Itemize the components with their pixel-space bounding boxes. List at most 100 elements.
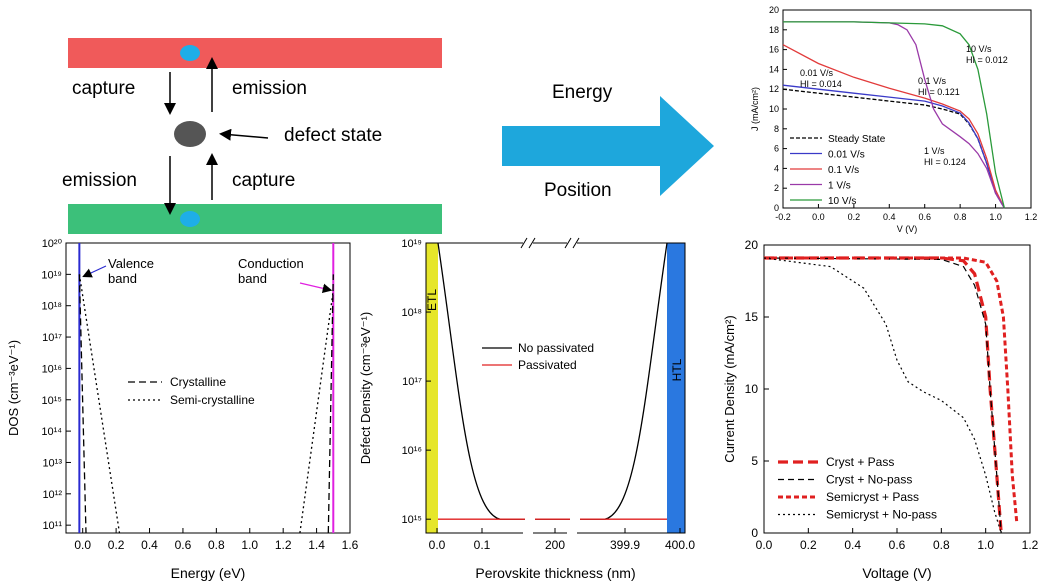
defect-pointer-arrow <box>219 128 269 141</box>
cd-x-axis-label: Voltage (V) <box>862 565 931 581</box>
axis-break-gap <box>567 240 577 246</box>
emission-bottom-label: emission <box>62 170 137 191</box>
cd-y-tick-label: 5 <box>751 454 758 468</box>
cd-legend-label: Semicryst + No-pass <box>826 508 937 522</box>
capture-top-label: capture <box>72 78 135 99</box>
defect-y-tick-label: 10¹⁷ <box>402 376 422 388</box>
cd-series-line <box>764 256 1019 522</box>
dos-y-tick-label: 10¹¹ <box>42 520 62 532</box>
dos-series-line <box>78 274 87 534</box>
defect-legend-label: Passivated <box>518 358 577 372</box>
dos-x-axis-label: Energy (eV) <box>171 565 246 581</box>
htl-layer <box>667 243 685 533</box>
capture-bottom-label: capture <box>232 170 295 191</box>
jv-series-line <box>782 44 1005 209</box>
defect-x-tick-label: 200 <box>545 538 565 552</box>
defect-x-tick-label: 400.0 <box>665 538 695 552</box>
cd-legend-label: Cryst + Pass <box>826 455 894 469</box>
cd-series-line <box>763 257 1002 534</box>
dos-legend-label: Semi-crystalline <box>170 393 255 407</box>
cd-x-tick-label: 0.6 <box>889 538 906 552</box>
jv-series-line <box>782 88 1005 209</box>
jv-annotation-rate: 10 V/s <box>966 44 992 54</box>
dos-x-tick-label: 0.8 <box>208 538 225 552</box>
jv-x-tick-label: 0.6 <box>918 212 931 222</box>
defect-plot-frame <box>425 242 686 534</box>
jv-legend-label: 1 V/s <box>828 181 851 192</box>
dos-series-line <box>299 289 334 534</box>
dos-x-tick-label: 0.0 <box>74 538 91 552</box>
axis-break-mark <box>564 237 580 249</box>
cd-x-tick-label: 1.0 <box>977 538 994 552</box>
jv-plot-frame <box>782 9 1032 209</box>
cd-series-line <box>763 257 1002 534</box>
dos-chart: 0.0 0.2 0.4 0.6 0.8 1.0 1.2 1.4 1.6 10¹¹ 10¹² 10¹³ 1… <box>6 238 359 581</box>
dos-x-tick-label: 1.2 <box>275 538 292 552</box>
jv-legend-label: 0.1 V/s <box>828 165 859 176</box>
cd-y-axis-label: Current Density (mA/cm²) <box>722 315 737 462</box>
dos-y-tick-label: 10¹² <box>42 489 62 501</box>
dos-y-tick-label: 10¹⁷ <box>42 332 62 344</box>
jv-x-tick-label: 0.4 <box>883 212 896 222</box>
cd-legend-label: Semicryst + Pass <box>826 490 919 504</box>
dos-y-tick-label: 10¹⁹ <box>41 269 62 281</box>
defect-y-tick-label: 10¹⁵ <box>402 514 422 526</box>
dos-x-tick-label: 1.4 <box>308 538 325 552</box>
defect-x-tick-label: 0.1 <box>474 538 491 552</box>
jv-annotation-rate: 0.01 V/s <box>800 68 834 78</box>
jv-x-tick-label: 1.2 <box>1025 212 1038 222</box>
cd-y-tick-label: 20 <box>745 238 759 252</box>
defect-schematic: capture emission defect state emission c… <box>62 38 442 234</box>
jv-legend-label: 0.01 V/s <box>828 150 865 161</box>
jv-annotation-rate: 0.1 V/s <box>918 76 947 86</box>
axis-break-gap <box>523 530 533 536</box>
conduction-band-pointer <box>299 282 333 294</box>
jv-annotation-hi: HI = 0.012 <box>966 55 1008 65</box>
axis-break-mark <box>520 237 536 249</box>
defect-legend-label: No passivated <box>518 341 594 355</box>
htl-label: HTL <box>670 358 684 381</box>
cd-x-tick-label: 0.8 <box>933 538 950 552</box>
dos-series-line <box>78 274 121 534</box>
dos-x-tick-label: 0.6 <box>175 538 192 552</box>
defect-y-tick-label: 10¹⁸ <box>401 307 422 319</box>
defect-x-tick-label: 0.0 <box>429 538 446 552</box>
upper-carrier-icon <box>180 45 200 61</box>
axis-break-gap <box>523 240 533 246</box>
dos-y-tick-label: 10¹⁸ <box>41 301 62 313</box>
jv-y-tick-label: 4 <box>774 163 779 173</box>
position-label: Position <box>544 180 612 201</box>
valence-band-pointer <box>82 265 107 278</box>
dos-legend-label: Crystalline <box>170 375 226 389</box>
jv-x-tick-label: -0.2 <box>775 212 791 222</box>
cd-x-tick-label: 0.0 <box>756 538 773 552</box>
jv-annotation-hi: HI = 0.124 <box>924 157 966 167</box>
lower-carrier-icon <box>180 211 200 227</box>
defect-y-tick-label: 10¹⁶ <box>402 445 422 457</box>
dos-y-tick-label: 10¹³ <box>42 457 62 469</box>
jv-x-tick-label: 1.0 <box>989 212 1002 222</box>
jv-annotation-hi: HI = 0.121 <box>918 87 960 97</box>
cd-y-tick-label: 15 <box>745 310 759 324</box>
cd-legend-label: Cryst + No-pass <box>826 473 912 487</box>
jv-legend-label: Steady State <box>828 134 886 145</box>
cd-y-tick-label: 10 <box>745 382 759 396</box>
current-density-chart: 0.0 0.2 0.4 0.6 0.8 1.0 1.2 0 5 10 15 20 Voltage (V)… <box>722 238 1039 581</box>
dos-y-tick-label: 10¹⁴ <box>41 426 62 438</box>
dos-x-tick-label: 1.6 <box>342 538 359 552</box>
defect-y-tick-label: 10¹⁹ <box>401 238 422 250</box>
jv-annotation-rate: 1 V/s <box>924 146 945 156</box>
lower-band <box>68 204 442 234</box>
jv-y-tick-label: 14 <box>769 64 779 74</box>
jv-y-tick-label: 2 <box>774 183 779 193</box>
energy-position-arrow: Energy Position <box>502 82 714 201</box>
cd-x-tick-label: 1.2 <box>1022 538 1039 552</box>
defect-x-tick-label: 399.9 <box>610 538 640 552</box>
jv-x-axis-label: V (V) <box>897 224 918 234</box>
jv-annotation-hi: HI = 0.014 <box>800 79 842 89</box>
dos-y-tick-label: 10¹⁶ <box>42 363 62 375</box>
jv-y-tick-label: 10 <box>769 104 779 114</box>
jv-y-axis-label: J (mA/cm²) <box>750 87 760 131</box>
energy-label: Energy <box>552 82 613 103</box>
